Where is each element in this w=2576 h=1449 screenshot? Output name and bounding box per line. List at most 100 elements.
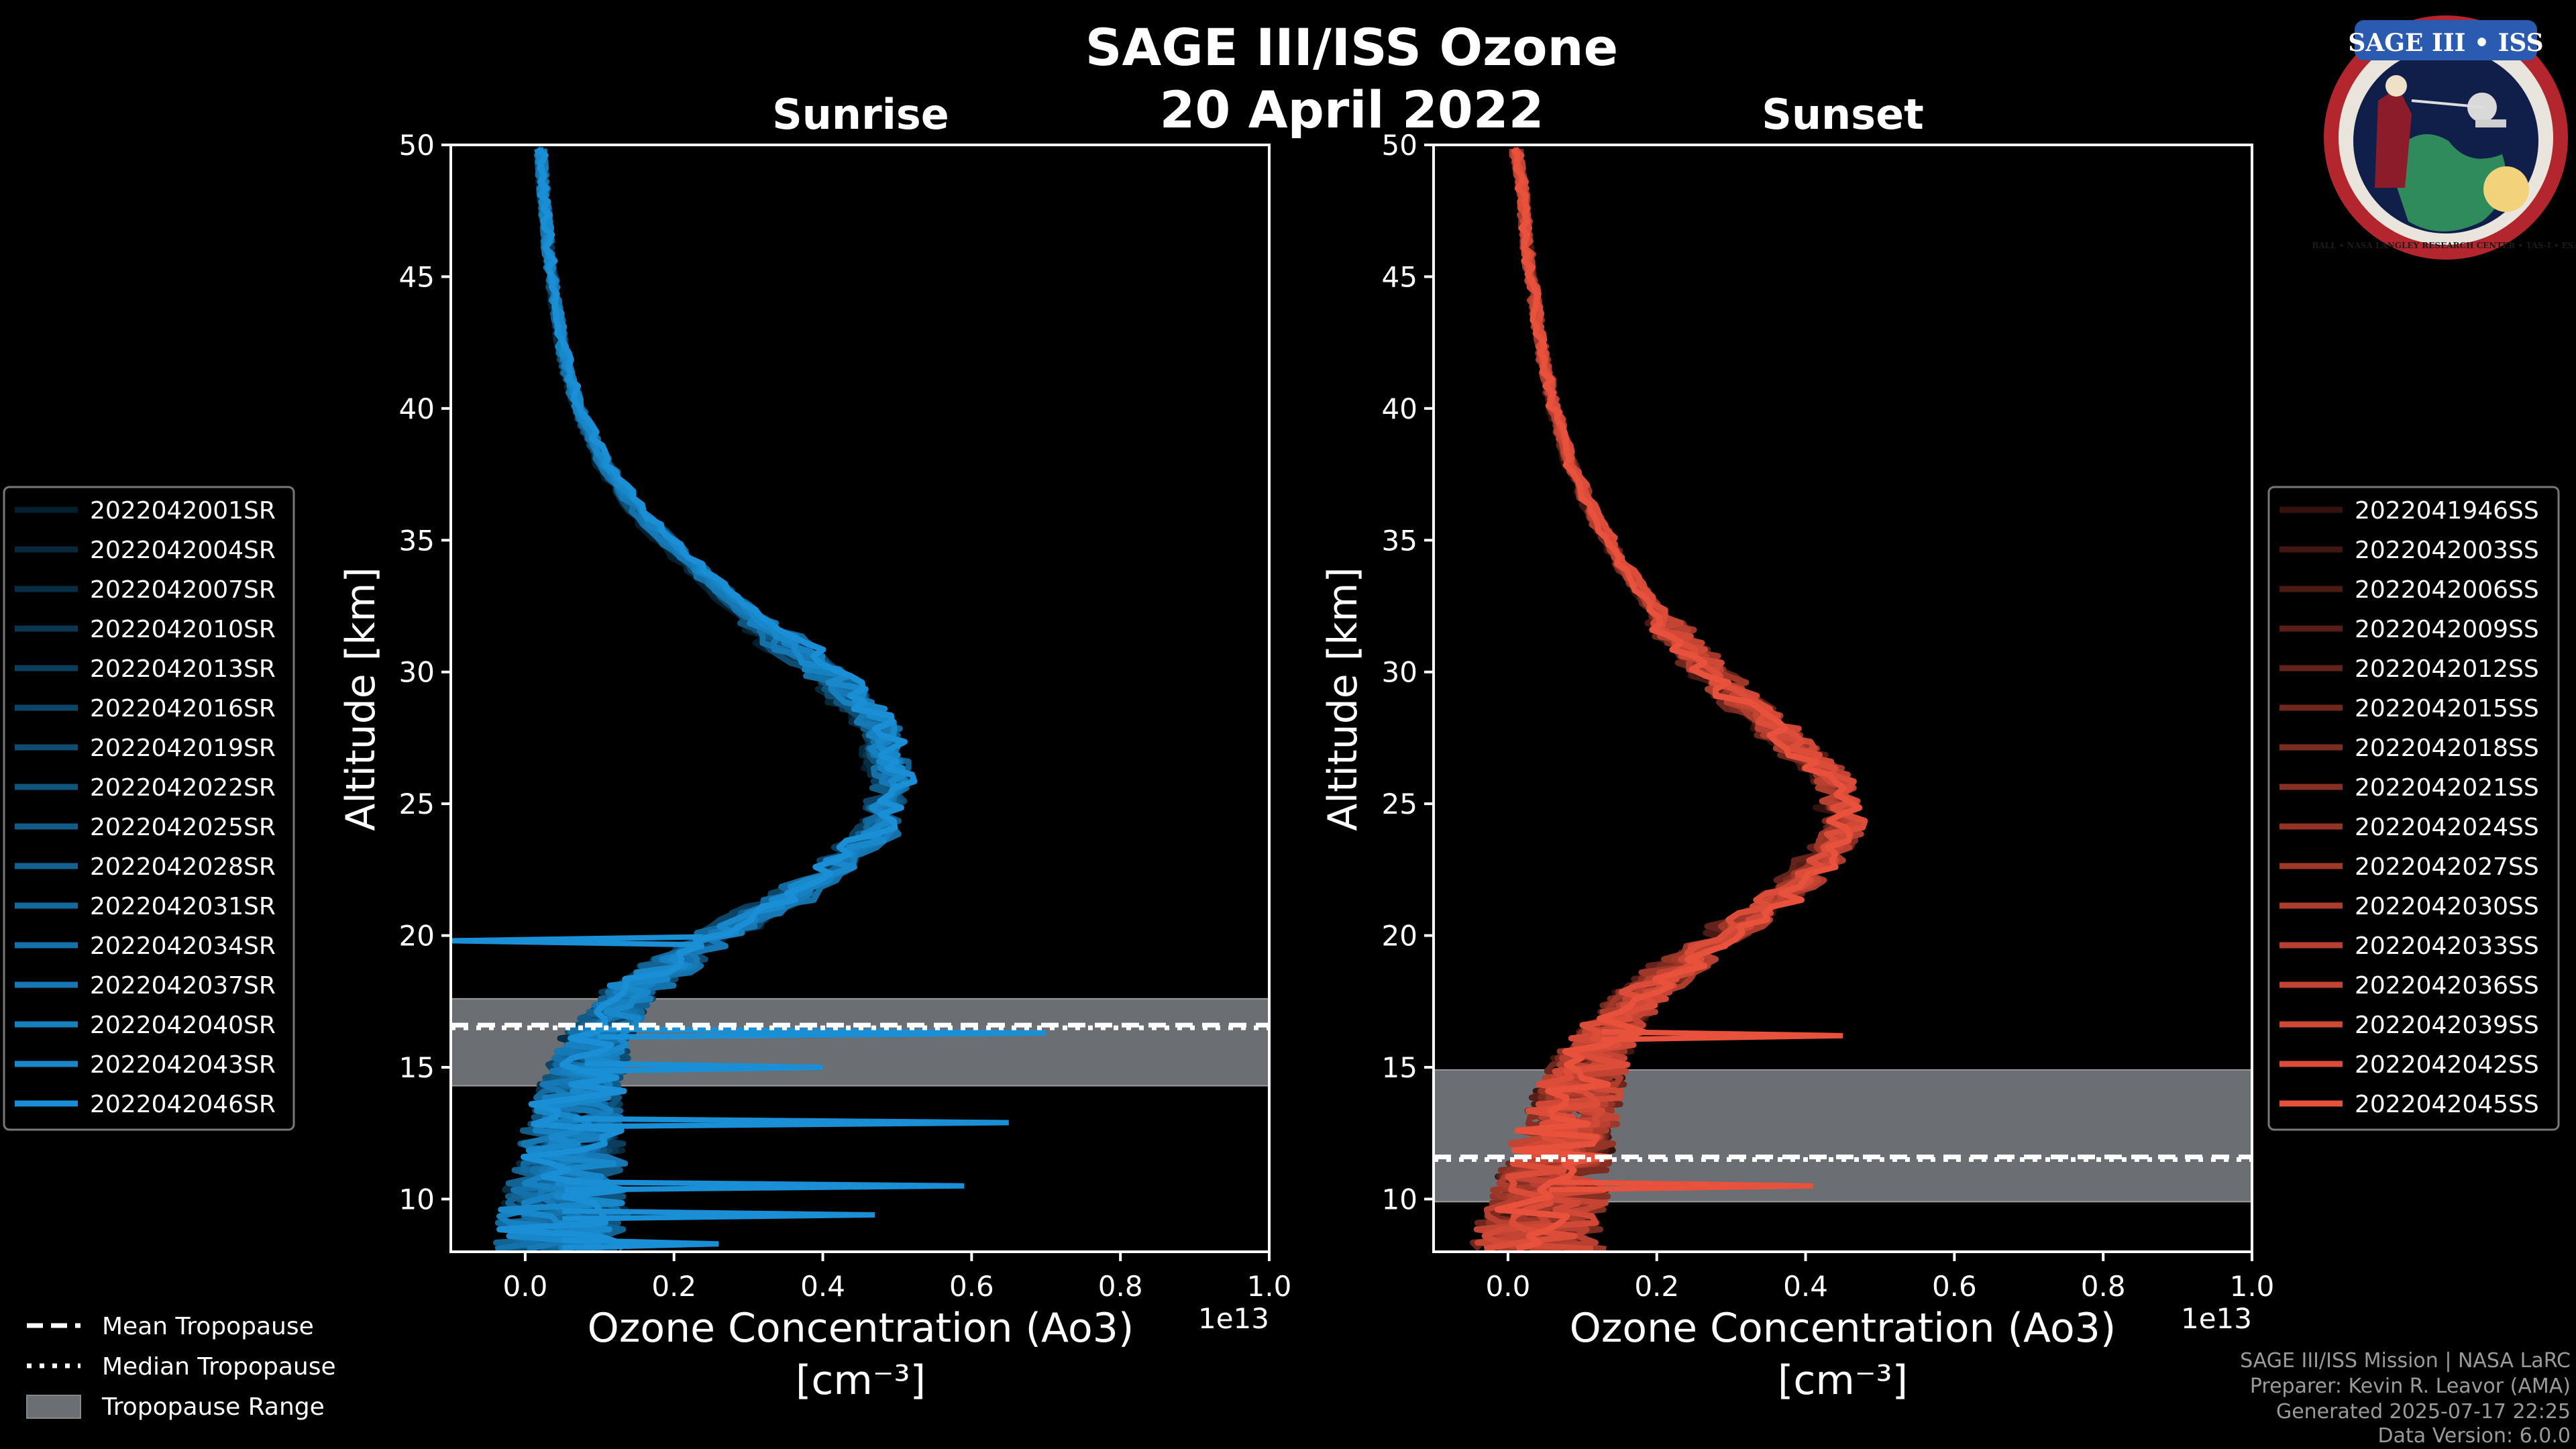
- legend-label-2022041946SS: 2022041946SS: [2355, 497, 2539, 525]
- profile-spike: [573, 1116, 1009, 1130]
- profile-line-2022042042SS: [1483, 146, 1868, 1252]
- y-tick-label: 15: [1382, 1051, 1417, 1084]
- x-tick-label: 1.0: [2230, 1270, 2275, 1303]
- sunrise-profiles: [451, 146, 1046, 1252]
- sunrise-x-unit: [cm⁻³]: [796, 1357, 926, 1404]
- space-station-icon: [2475, 119, 2506, 127]
- legend-label-2022042031SR: 2022042031SR: [90, 893, 276, 920]
- credit-preparer: Preparer: Kevin R. Leavor (AMA): [2250, 1375, 2571, 1398]
- legend-label-2022042043SR: 2022042043SR: [90, 1051, 276, 1079]
- y-tick-label: 25: [1382, 788, 1417, 820]
- legend-label-2022042010SR: 2022042010SR: [90, 616, 276, 643]
- legend-label-2022042004SR: 2022042004SR: [90, 537, 276, 564]
- sunset-x-offset: 1e13: [2181, 1302, 2252, 1335]
- y-tick-label: 15: [399, 1051, 435, 1084]
- figure-title: SAGE III/ISS Ozone: [1085, 17, 1618, 77]
- tropopause-range-label: Tropopause Range: [101, 1393, 325, 1421]
- x-tick-label: 0.0: [1486, 1270, 1531, 1303]
- legend-label-2022042024SS: 2022042024SS: [2355, 814, 2539, 841]
- sunset-x-ticks: 0.0 0.2 0.4 0.6 0.8 1.0: [1486, 1252, 2275, 1303]
- sunrise-y-label: Altitude [km]: [337, 567, 384, 831]
- legend-label-2022042036SS: 2022042036SS: [2355, 972, 2539, 1000]
- y-tick-label: 40: [399, 392, 435, 425]
- legend-label-2022042046SR: 2022042046SR: [90, 1091, 276, 1118]
- legend-label-2022042016SR: 2022042016SR: [90, 695, 276, 722]
- sunset-x-label: Ozone Concentration (Ao3): [1570, 1305, 2116, 1352]
- sunset-tropopause-lines: [1434, 1155, 2252, 1162]
- legend-label-2022042027SS: 2022042027SS: [2355, 853, 2539, 881]
- legend-label-2022042045SS: 2022042045SS: [2355, 1091, 2539, 1118]
- y-tick-label: 50: [1382, 129, 1417, 162]
- y-tick-label: 35: [399, 524, 435, 557]
- legend-label-2022042006SS: 2022042006SS: [2355, 576, 2539, 604]
- sunset-y-ticks: 10 15 20 25 30 35 40 45 50: [1382, 129, 1434, 1216]
- x-tick-label: 0.8: [1098, 1270, 1143, 1303]
- y-tick-label: 40: [1382, 392, 1417, 425]
- y-tick-label: 30: [399, 656, 435, 689]
- x-tick-label: 0.2: [651, 1270, 696, 1303]
- legend-label-2022042003SS: 2022042003SS: [2355, 537, 2539, 564]
- sunrise-legend-box: [3, 486, 295, 1131]
- profile-spike: [451, 934, 704, 948]
- sunset-plot-frame: [1432, 144, 2253, 1253]
- sunrise-subtitle: Sunrise: [772, 90, 949, 139]
- legend-label-2022042018SS: 2022042018SS: [2355, 735, 2539, 762]
- legend-label-2022042033SS: 2022042033SS: [2355, 932, 2539, 960]
- sunrise-legend: 2022042001SR 2022042004SR 2022042007SR 2022…: [3, 486, 295, 1131]
- y-tick-label: 10: [1382, 1183, 1417, 1216]
- legend-label-2022042019SR: 2022042019SR: [90, 735, 276, 762]
- sunrise-x-ticks: 0.0 0.2 0.4 0.6 0.8 1.0: [503, 1252, 1292, 1303]
- legend-label-2022042034SR: 2022042034SR: [90, 932, 276, 960]
- y-tick-label: 50: [399, 129, 435, 162]
- credits: SAGE III/ISS Mission | NASA LaRC Prepare…: [2240, 1349, 2571, 1448]
- y-tick-label: 10: [399, 1183, 435, 1216]
- profile-spike: [564, 1179, 965, 1193]
- x-tick-label: 0.6: [949, 1270, 994, 1303]
- y-tick-label: 20: [399, 920, 435, 953]
- y-tick-label: 30: [1382, 656, 1417, 689]
- tropopause-range-swatch: [26, 1395, 81, 1419]
- y-tick-label: 35: [1382, 524, 1417, 557]
- sunset-profiles: [1469, 146, 1868, 1252]
- sunrise-y-ticks: 10 15 20 25 30 35 40 45 50: [399, 129, 451, 1216]
- sun-icon: [2483, 166, 2529, 212]
- legend-label-2022042028SR: 2022042028SR: [90, 853, 276, 881]
- y-tick-label: 20: [1382, 920, 1417, 953]
- y-tick-label: 45: [1382, 260, 1417, 293]
- profile-spike: [598, 1026, 1046, 1040]
- profile-spike: [1548, 1179, 1813, 1193]
- astronomer-figure-icon: [2375, 87, 2412, 188]
- x-tick-label: 0.4: [1783, 1270, 1828, 1303]
- profile-line-2022042045SS: [1494, 148, 1863, 1252]
- legend-label-2022042009SS: 2022042009SS: [2355, 616, 2539, 643]
- x-tick-label: 0.6: [1932, 1270, 1977, 1303]
- sunrise-tropopause-lines: [451, 1022, 1269, 1030]
- credit-generated: Generated 2025-07-17 22:25: [2276, 1400, 2571, 1424]
- legend-label-2022042037SR: 2022042037SR: [90, 972, 276, 1000]
- profile-spike: [584, 1061, 823, 1074]
- legend-label-2022042001SR: 2022042001SR: [90, 497, 276, 525]
- sage-iii-iss-logo: SAGE III • ISS BALL • NASA LANGLEY RESEA…: [2312, 15, 2576, 260]
- median-tropopause-label: Median Tropopause: [102, 1353, 336, 1381]
- y-tick-label: 25: [399, 788, 435, 820]
- legend-label-2022042040SR: 2022042040SR: [90, 1012, 276, 1039]
- legend-label-2022042007SR: 2022042007SR: [90, 576, 276, 604]
- legend-label-2022042030SS: 2022042030SS: [2355, 893, 2539, 920]
- sunrise-plot-frame: [449, 144, 1271, 1253]
- profile-spike: [562, 1237, 719, 1251]
- logo-title: SAGE III • ISS: [2348, 29, 2543, 57]
- legend-label-2022042021SS: 2022042021SS: [2355, 774, 2539, 802]
- credit-data-version: Data Version: 6.0.0: [2378, 1424, 2571, 1448]
- legend-label-2022042013SR: 2022042013SR: [90, 655, 276, 683]
- legend-label-2022042039SS: 2022042039SS: [2355, 1012, 2539, 1039]
- sunset-subtitle: Sunset: [1762, 90, 1924, 139]
- sunset-x-unit: [cm⁻³]: [1778, 1357, 1908, 1404]
- tropopause-legend: Mean Tropopause Median Tropopause Tropop…: [26, 1313, 336, 1421]
- x-tick-label: 1.0: [1247, 1270, 1292, 1303]
- legend-label-2022042022SR: 2022042022SR: [90, 774, 276, 802]
- sunset-legend-box: [2267, 486, 2560, 1131]
- sunrise-x-offset: 1e13: [1198, 1302, 1269, 1335]
